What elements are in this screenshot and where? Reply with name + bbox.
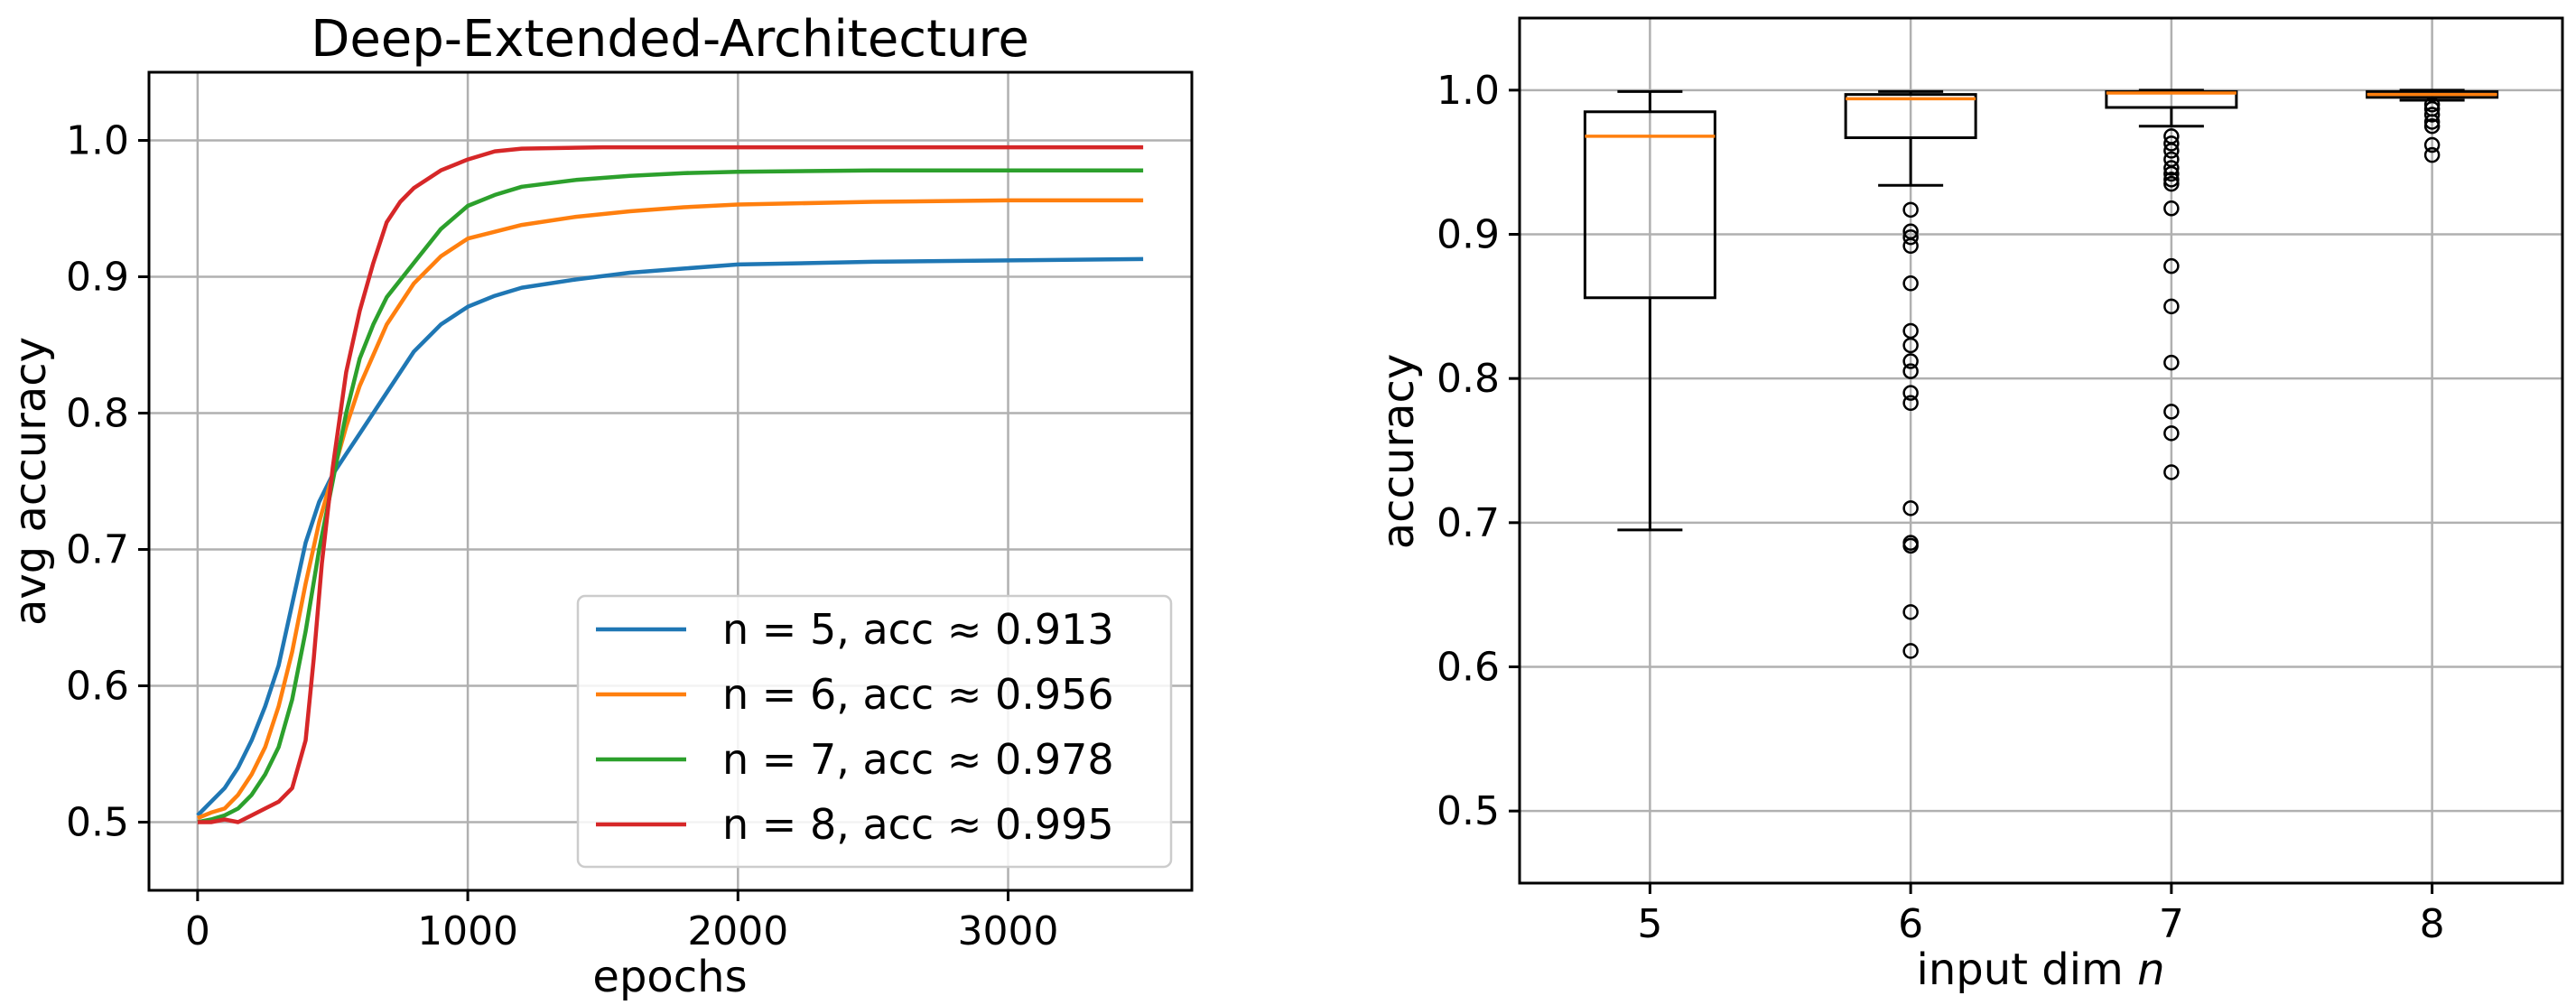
box-n5-iqr-box — [1583, 110, 1716, 300]
x-tick-label: 5 — [1637, 901, 1662, 947]
box-n7-outlier — [2163, 404, 2180, 420]
box-n8-outlier — [2423, 114, 2441, 130]
box-n8-outlier — [2423, 118, 2441, 135]
box-n6-outlier — [1902, 604, 1919, 620]
series-line-n6 — [197, 198, 1144, 821]
box-n6-outlier — [1902, 363, 1919, 379]
y-tick-label: 0.7 — [1437, 500, 1500, 546]
y-tick-label: 0.5 — [66, 800, 129, 846]
line-series-group — [196, 144, 1144, 824]
y-tick-label: 0.5 — [1437, 788, 1500, 834]
box-n6-outlier — [1902, 643, 1919, 659]
x-tick-label: 6 — [1898, 901, 1923, 947]
left-y-axis-label: avg accuracy — [5, 337, 56, 626]
box-n6-outlier — [1902, 353, 1919, 369]
box-n7-outlier — [2163, 425, 2180, 442]
x-tick-label: 2000 — [687, 908, 788, 954]
box-n7-outlier — [2163, 298, 2180, 315]
box-n7-outlier — [2163, 464, 2180, 480]
right-x-axis-label-text: input dim — [1917, 945, 2124, 995]
box-n7-outlier — [2163, 165, 2180, 182]
series-line-n5 — [196, 256, 1144, 817]
box-n7-outlier — [2163, 172, 2180, 188]
box-n7-outlier — [2163, 257, 2180, 275]
legend-label: n = 7, acc ≈ 0.978 — [722, 735, 1114, 784]
right-x-axis-label-var: n — [2137, 945, 2164, 995]
y-tick-label: 0.9 — [1437, 212, 1500, 258]
line-chart-panel: Deep-Extended-Architecture 0 1000 2000 3000… — [5, 10, 1194, 1002]
left-x-axis-label: epochs — [592, 952, 747, 1002]
box-n6-outlier — [1902, 385, 1919, 401]
box-n6-outlier — [1902, 537, 1919, 554]
legend-label: n = 8, acc ≈ 0.995 — [722, 800, 1114, 849]
x-tick-label: 1000 — [417, 908, 518, 954]
series-line-n8 — [197, 144, 1144, 824]
right-plot-frame — [1518, 16, 2564, 885]
box-n6-outlier — [1902, 228, 1919, 246]
box-n6-iqr-box — [1844, 93, 1977, 140]
box-n6-outlier — [1902, 237, 1919, 255]
y-tick-label: 0.8 — [66, 391, 129, 437]
box-n7-outlier — [2163, 135, 2180, 152]
x-tick-label: 3000 — [958, 908, 1059, 954]
x-tick-label: 7 — [2159, 901, 2184, 947]
series-line-n7 — [197, 168, 1144, 824]
box-n6-outlier — [1902, 337, 1919, 354]
box-group — [1583, 88, 2499, 659]
right-x-axis-label: input dim n — [1917, 945, 2165, 995]
box-n8-outlier — [2423, 107, 2441, 123]
right-grid — [1520, 18, 2562, 883]
box-n8-outlier — [2423, 146, 2441, 163]
x-tick-label: 8 — [2420, 901, 2445, 947]
right-y-axis-label: accuracy — [1373, 354, 1424, 550]
left-plot-frame — [147, 70, 1194, 892]
chart-title: Deep-Extended-Architecture — [311, 10, 1029, 69]
right-ticks: 0.5 0.6 0.7 0.8 0.9 1.0 5 6 7 8 — [1437, 68, 2445, 947]
box-n7-outlier — [2163, 354, 2180, 371]
y-tick-label: 0.9 — [66, 255, 129, 301]
box-n6-outlier — [1902, 395, 1919, 412]
y-tick-label: 1.0 — [66, 118, 129, 164]
y-tick-label: 1.0 — [1437, 68, 1500, 114]
legend: n = 5, acc ≈ 0.913 n = 6, acc ≈ 0.956 n = … — [576, 594, 1173, 869]
box-n7-outlier — [2163, 143, 2180, 159]
box-plot-panel: 0.5 0.6 0.7 0.8 0.9 1.0 5 6 7 8 input dim n accur… — [1373, 16, 2564, 995]
legend-label: n = 5, acc ≈ 0.913 — [722, 605, 1114, 654]
box-n7-outlier — [2163, 175, 2180, 192]
box-n8-outlier — [2423, 136, 2441, 154]
box-n6-outlier — [1902, 500, 1919, 516]
box-n7-outlier — [2163, 200, 2180, 217]
box-n7-outlier — [2163, 160, 2180, 176]
box-n6-outlier — [1902, 201, 1919, 219]
y-tick-label: 0.6 — [66, 664, 129, 710]
y-tick-label: 0.7 — [66, 527, 129, 573]
box-n6-outlier — [1902, 275, 1919, 292]
y-tick-label: 0.8 — [1437, 356, 1500, 402]
legend-label: n = 6, acc ≈ 0.956 — [722, 670, 1114, 719]
left-ticks: 0 1000 2000 3000 0.5 0.6 0.7 0.8 0.9 1.0 — [66, 118, 1059, 955]
y-tick-label: 0.6 — [1437, 645, 1500, 691]
x-tick-label: 0 — [185, 908, 210, 954]
box-n8-outlier — [2423, 97, 2441, 113]
legend-frame — [576, 594, 1173, 869]
